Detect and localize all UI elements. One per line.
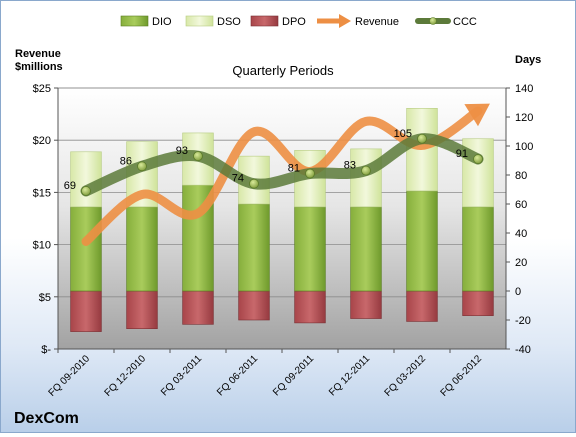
lines-layer: 69 86 93 74 81 83 105 91 [64, 103, 490, 246]
bar-dio [70, 206, 102, 292]
legend-label-revenue: Revenue [355, 16, 399, 28]
bar-dpo [182, 290, 214, 325]
revenue-arrowhead [464, 103, 490, 127]
bar-dio [126, 206, 158, 292]
ccc-data-label: 83 [344, 160, 356, 172]
bar-dio [294, 206, 326, 292]
bar-dio [350, 206, 382, 292]
ccc-data-label: 86 [120, 155, 132, 167]
x-axis: FQ 09-2010 FQ 12-2010 FQ 03-2011 FQ 06-2011… [47, 348, 506, 399]
right-tick-label: 40 [515, 228, 527, 240]
ccc-data-label: 93 [176, 145, 188, 157]
left-tick-label: $5 [39, 292, 51, 304]
x-tick-label: FQ 12-2011 [327, 353, 372, 398]
right-tick-label: 60 [515, 199, 527, 211]
legend: DIO DSO DPO Revenue CCC [120, 14, 477, 28]
bar-dpo [294, 290, 326, 324]
ccc-data-label: 105 [394, 128, 412, 140]
legend-swatch-dso [185, 15, 214, 27]
left-axis: $- $5 $10 $15 $20 $25 [33, 83, 59, 356]
bar-dpo [406, 290, 438, 322]
ccc-marker [193, 151, 203, 162]
left-axis-title-line2: $millions [15, 61, 63, 73]
left-tick-label: $- [41, 344, 51, 356]
ccc-marker [361, 165, 371, 176]
right-tick-label: 120 [515, 112, 533, 124]
bar-dpo [350, 290, 382, 319]
x-tick-label: FQ 09-2011 [271, 353, 316, 398]
left-axis-title-line1: Revenue [15, 48, 61, 60]
x-tick-label: FQ 09-2010 [47, 353, 93, 399]
ccc-data-label: 69 [64, 180, 76, 192]
right-tick-label: 140 [515, 83, 533, 95]
ccc-data-label: 91 [456, 148, 468, 160]
bar-dio [406, 190, 438, 292]
ccc-marker [81, 186, 91, 196]
legend-label-ccc: CCC [453, 16, 477, 28]
bar-dpo [126, 290, 158, 330]
bar-dpo [70, 290, 102, 332]
ccc-marker [417, 133, 427, 144]
bar-dio [238, 203, 270, 292]
plot-area [57, 87, 507, 350]
right-axis: -40 -20 0 20 40 60 80 100 120 140 [505, 83, 533, 356]
bar-dso [70, 151, 102, 208]
legend-swatch-ccc-marker [429, 17, 437, 25]
chart-title: Quarterly Periods [232, 63, 334, 78]
x-tick-label: FQ 06-2011 [215, 353, 260, 398]
legend-swatch-dpo [250, 15, 279, 27]
left-tick-label: $15 [33, 187, 51, 199]
ccc-line [80, 133, 484, 197]
ccc-marker [249, 178, 259, 189]
bars-layer [70, 108, 494, 332]
ccc-marker [473, 154, 483, 164]
left-tick-label: $10 [33, 240, 51, 252]
ccc-data-label: 81 [288, 163, 300, 175]
ccc-marker [305, 168, 315, 179]
right-tick-label: -40 [515, 344, 531, 356]
bar-dio [462, 206, 494, 292]
legend-swatch-revenue-arrow [339, 14, 351, 28]
x-tick-label: FQ 06-2012 [439, 353, 485, 399]
bar-dpo [462, 290, 494, 316]
right-tick-label: -20 [515, 315, 531, 327]
bar-dpo [238, 290, 270, 321]
legend-label-dpo: DPO [282, 16, 306, 28]
left-tick-label: $25 [33, 83, 51, 95]
right-tick-label: 100 [515, 141, 533, 153]
x-tick-label: FQ 12-2010 [103, 353, 149, 399]
ccc-data-label: 74 [232, 173, 244, 185]
legend-swatch-dio [120, 15, 149, 27]
x-tick-label: FQ 03-2011 [159, 353, 204, 398]
legend-label-dio: DIO [152, 16, 172, 28]
left-tick-label: $20 [33, 135, 51, 147]
legend-label-dso: DSO [217, 16, 241, 28]
right-tick-label: 20 [515, 257, 527, 269]
x-tick-label: FQ 03-2012 [383, 353, 429, 399]
ccc-marker [137, 161, 147, 172]
right-axis-title: Days [515, 54, 541, 66]
company-name: DexCom [14, 410, 79, 427]
right-tick-label: 0 [515, 286, 521, 298]
right-tick-label: 80 [515, 170, 527, 182]
